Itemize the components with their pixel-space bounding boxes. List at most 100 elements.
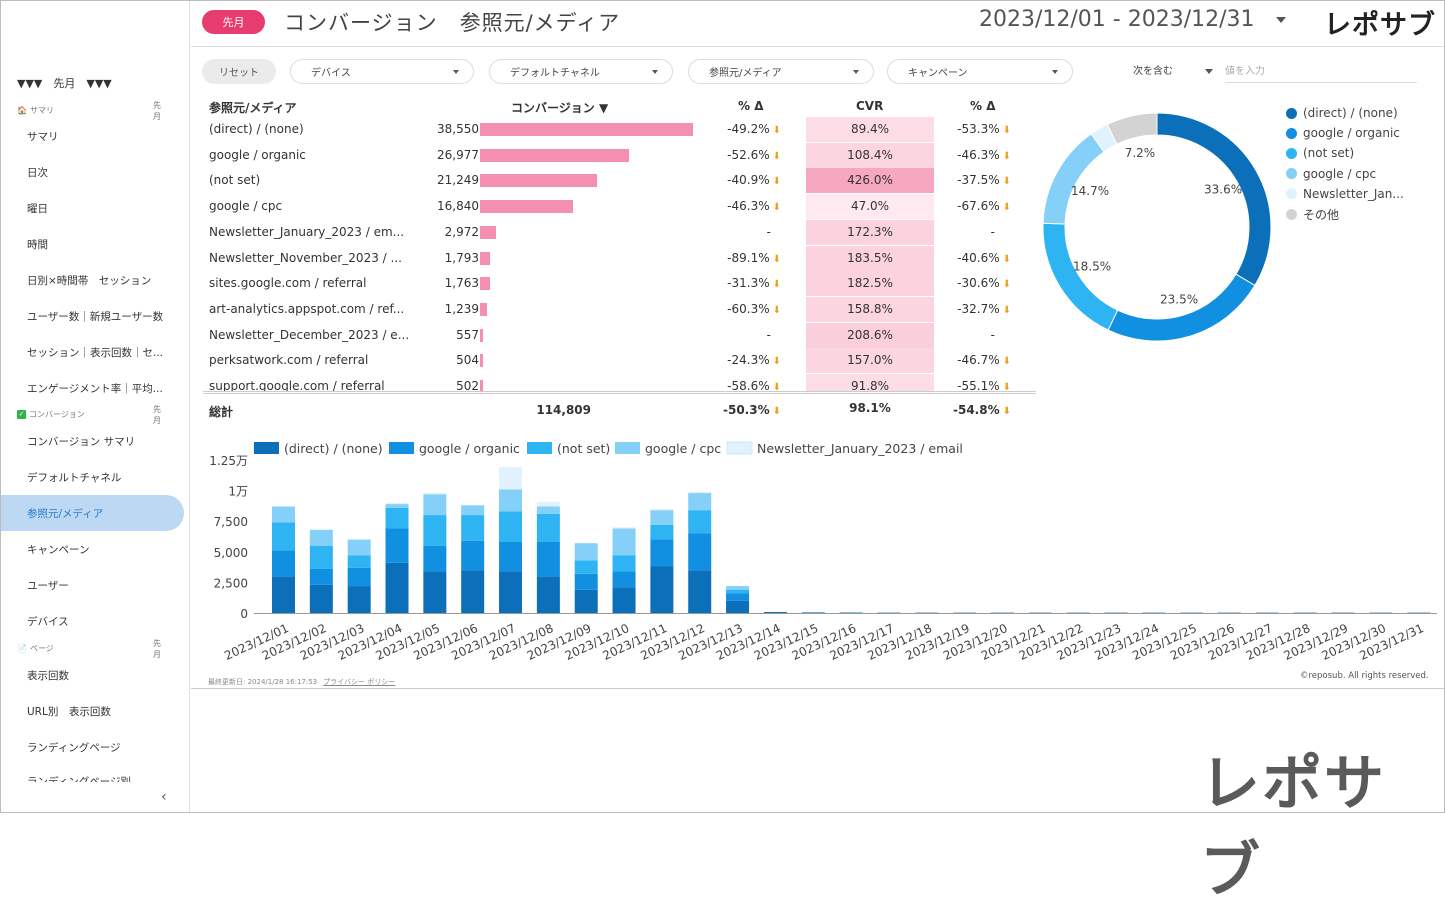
bar-segment[interactable] — [575, 590, 598, 613]
sidebar-item-landing-page-by[interactable]: ランディングページ別... — [27, 774, 172, 782]
legend-item[interactable]: その他 — [1286, 204, 1404, 224]
legend-item[interactable]: google / organic — [1286, 123, 1404, 143]
bar-segment[interactable] — [688, 492, 711, 493]
legend-swatch[interactable] — [389, 442, 414, 454]
table-row[interactable]: art-analytics.appspot.com / ref...1,239-… — [203, 297, 1036, 322]
sidebar-item-summary[interactable]: サマリ — [27, 129, 172, 144]
source-medium-filter[interactable]: 参照元/メディア — [688, 59, 874, 84]
donut-slice[interactable] — [1157, 113, 1271, 285]
bar-segment[interactable] — [575, 574, 598, 590]
legend-item[interactable]: google / cpc — [1286, 164, 1404, 184]
table-row[interactable]: Newsletter_November_2023 / ...1,793-89.1… — [203, 246, 1036, 271]
bar-segment[interactable] — [310, 530, 333, 546]
table-row[interactable]: Newsletter_January_2023 / em...2,972-172… — [203, 220, 1036, 245]
bar-segment[interactable] — [688, 510, 711, 533]
bar-segment[interactable] — [726, 593, 749, 600]
sidebar-item-users[interactable]: ユーザー数｜新規ユーザー数 — [27, 309, 172, 324]
sidebar-item-device[interactable]: デバイス — [27, 614, 172, 629]
legend-item[interactable]: (direct) / (none) — [1286, 103, 1404, 123]
table-row[interactable]: (direct) / (none)38,550-49.2%⬇89.4%-53.3… — [203, 117, 1036, 142]
sidebar-item-landing-page[interactable]: ランディングページ — [27, 740, 172, 755]
bar-segment[interactable] — [461, 541, 484, 570]
bar-segment[interactable] — [650, 525, 673, 540]
bar-segment[interactable] — [688, 533, 711, 570]
bar-segment[interactable] — [537, 542, 560, 576]
bar-segment[interactable] — [613, 527, 636, 528]
bar-segment[interactable] — [310, 585, 333, 613]
bar-segment[interactable] — [386, 563, 409, 613]
bar-segment[interactable] — [688, 493, 711, 510]
sidebar-item-user[interactable]: ユーザー — [27, 578, 172, 593]
sidebar-item-day-hour-sessions[interactable]: 日別×時間帯 セッション — [27, 273, 172, 288]
bar-segment[interactable] — [461, 570, 484, 613]
bar-segment[interactable] — [537, 514, 560, 542]
sidebar-item-sessions[interactable]: セッション｜表示回数｜セ... — [27, 345, 172, 360]
donut-slice[interactable] — [1043, 223, 1118, 330]
bar-segment[interactable] — [650, 566, 673, 613]
sidebar-item-conversion-summary[interactable]: コンバージョン サマリ — [27, 434, 172, 449]
bar-segment[interactable] — [537, 576, 560, 613]
bar-segment[interactable] — [386, 504, 409, 508]
sidebar-item-campaign[interactable]: キャンペーン — [27, 542, 172, 557]
table-row[interactable]: (not set)21,249-40.9%⬇426.0%-37.5%⬇ — [203, 168, 1036, 193]
bar-segment[interactable] — [348, 568, 371, 586]
legend-item[interactable]: Newsletter_Jan... — [1286, 184, 1404, 204]
donut-slice[interactable] — [1108, 274, 1255, 341]
bar-segment[interactable] — [423, 546, 446, 572]
bar-segment[interactable] — [802, 612, 825, 613]
sidebar-item-pageviews[interactable]: 表示回数 — [27, 668, 172, 683]
sidebar-item-default-channel[interactable]: デフォルトチャネル — [27, 470, 172, 485]
bar-segment[interactable] — [423, 515, 446, 546]
bar-segment[interactable] — [348, 555, 371, 567]
sidebar-item-weekday[interactable]: 曜日 — [27, 201, 172, 216]
bar-segment[interactable] — [461, 515, 484, 541]
sidebar-item-source-medium[interactable]: 参照元/メディア — [27, 506, 172, 521]
reset-button[interactable]: リセット — [202, 59, 276, 84]
bar-segment[interactable] — [348, 586, 371, 613]
donut-slice[interactable] — [1043, 134, 1104, 224]
bar-segment[interactable] — [310, 569, 333, 585]
bar-segment[interactable] — [650, 540, 673, 567]
match-type-select[interactable]: 次を含む — [1133, 62, 1217, 82]
table-row[interactable]: Newsletter_December_2023 / e...557-208.6… — [203, 323, 1036, 348]
bar-segment[interactable] — [537, 502, 560, 507]
bar-segment[interactable] — [461, 505, 484, 515]
bar-segment[interactable] — [764, 612, 787, 613]
bar-segment[interactable] — [537, 507, 560, 514]
bar-segment[interactable] — [613, 555, 636, 571]
bar-segment[interactable] — [499, 511, 522, 542]
bar-segment[interactable] — [688, 570, 711, 613]
bar-segment[interactable] — [386, 508, 409, 529]
bar-segment[interactable] — [650, 510, 673, 525]
device-filter[interactable]: デバイス — [290, 59, 474, 84]
sidebar-item-hour[interactable]: 時間 — [27, 237, 172, 252]
bar-segment[interactable] — [499, 542, 522, 571]
bar-segment[interactable] — [310, 546, 333, 569]
legend-swatch[interactable] — [254, 442, 279, 454]
bar-segment[interactable] — [348, 540, 371, 556]
bar-segment[interactable] — [650, 509, 673, 510]
chevron-down-icon[interactable] — [1276, 17, 1286, 23]
sidebar-item-engagement[interactable]: エンゲージメント率｜平均... — [27, 381, 172, 396]
bar-segment[interactable] — [575, 560, 598, 573]
privacy-link[interactable]: プライバシー ポリシー — [323, 678, 395, 686]
legend-item[interactable]: (not set) — [1286, 143, 1404, 163]
bar-segment[interactable] — [423, 493, 446, 494]
legend-swatch[interactable] — [527, 442, 552, 454]
bar-segment[interactable] — [726, 586, 749, 590]
bar-segment[interactable] — [726, 601, 749, 613]
bar-segment[interactable] — [575, 543, 598, 560]
bar-segment[interactable] — [499, 467, 522, 489]
bar-segment[interactable] — [272, 576, 295, 613]
bar-segment[interactable] — [386, 503, 409, 504]
sidebar-item-url-pageviews[interactable]: URL別 表示回数 — [27, 704, 172, 719]
bar-segment[interactable] — [499, 571, 522, 613]
sidebar-item-daily[interactable]: 日次 — [27, 165, 172, 180]
legend-swatch[interactable] — [615, 442, 640, 454]
bar-segment[interactable] — [272, 551, 295, 577]
bar-segment[interactable] — [726, 590, 749, 594]
